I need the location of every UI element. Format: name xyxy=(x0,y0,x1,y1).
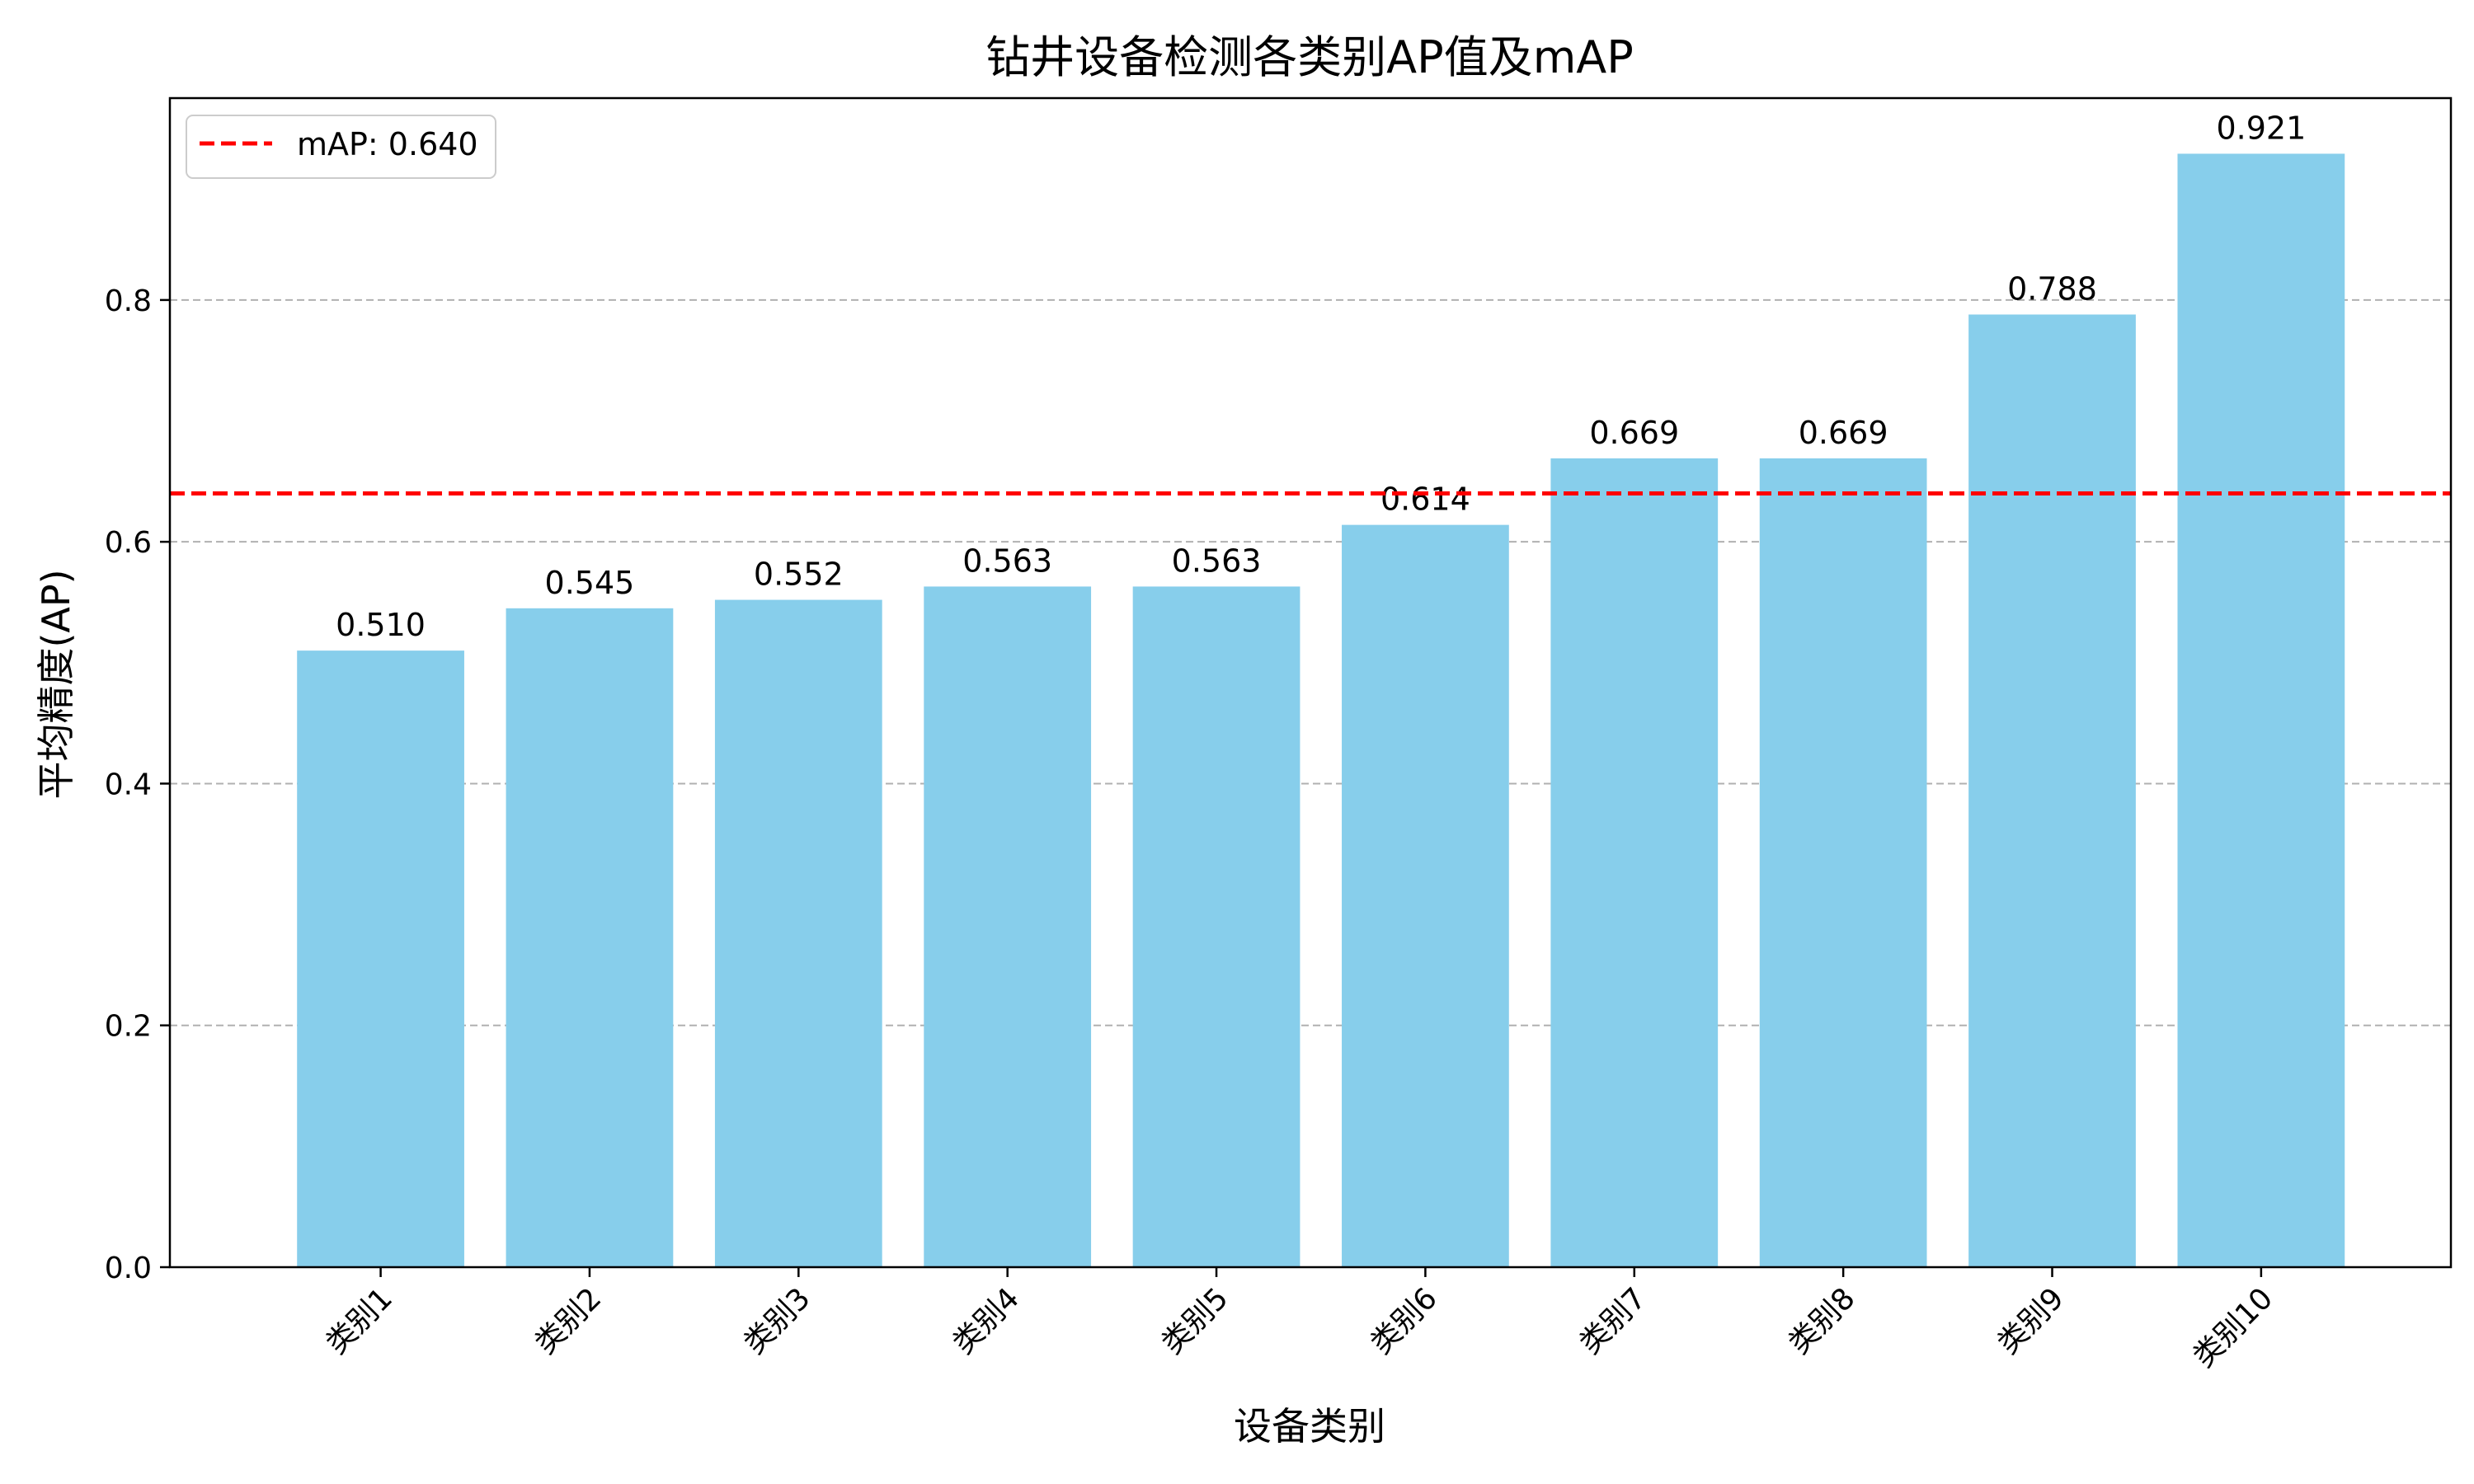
bar xyxy=(714,599,882,1267)
legend: mAP: 0.640 xyxy=(186,115,496,179)
data-label: 0.921 xyxy=(2216,110,2306,146)
data-label: 0.669 xyxy=(1799,415,1888,451)
y-axis: 0.0 0.2 0.4 0.6 0.8 xyxy=(105,284,170,1285)
bar xyxy=(506,608,674,1267)
x-tick-label: 类别1 xyxy=(320,1281,399,1360)
bar xyxy=(2177,153,2345,1267)
data-label: 0.510 xyxy=(336,607,426,643)
bar xyxy=(924,586,1092,1267)
x-tick-label: 类别2 xyxy=(529,1281,608,1360)
y-tick-label: 0.8 xyxy=(105,284,152,318)
x-axis: 类别1 类别2 类别3 类别4 类别5 类别6 类别7 类别8 类别9 类别10 xyxy=(320,1267,2279,1374)
data-label: 0.563 xyxy=(962,542,1052,579)
data-label: 0.788 xyxy=(2007,270,2097,307)
y-tick-label: 0.6 xyxy=(105,526,152,560)
bar xyxy=(1342,524,1509,1267)
bars xyxy=(297,153,2345,1267)
x-tick-label: 类别7 xyxy=(1573,1281,1653,1360)
x-tick-label: 类别8 xyxy=(1782,1281,1861,1360)
x-tick-label: 类别4 xyxy=(947,1281,1026,1360)
data-label: 0.545 xyxy=(545,565,635,601)
data-label: 0.669 xyxy=(1589,415,1679,451)
x-tick-label: 类别6 xyxy=(1365,1281,1444,1360)
bar xyxy=(1132,586,1300,1267)
bar xyxy=(1759,458,1927,1267)
x-axis-title: 设备类别 xyxy=(1234,1404,1385,1449)
x-tick-label: 类别10 xyxy=(2187,1281,2279,1374)
x-tick-label: 类别3 xyxy=(738,1281,817,1360)
x-tick-label: 类别5 xyxy=(1155,1281,1235,1360)
x-tick-label: 类别9 xyxy=(1992,1281,2071,1360)
y-tick-label: 0.2 xyxy=(105,1010,152,1044)
data-label: 0.552 xyxy=(754,556,844,593)
chart-title: 钻井设备检测各类别AP值及mAP xyxy=(985,31,1634,83)
y-axis-title: 平均精度(AP) xyxy=(34,569,78,799)
bar xyxy=(1968,314,2136,1267)
y-tick-label: 0.0 xyxy=(105,1252,152,1285)
y-tick-label: 0.4 xyxy=(105,768,152,801)
bar xyxy=(1550,458,1719,1267)
plot-frame xyxy=(168,96,2453,1269)
bar xyxy=(297,650,464,1267)
data-label: 0.614 xyxy=(1380,481,1470,518)
legend-label-mAP: mAP: 0.640 xyxy=(297,126,478,162)
data-label: 0.563 xyxy=(1172,542,1262,579)
data-labels: 0.510 0.545 0.552 0.563 0.563 0.614 0.669 0.669… xyxy=(336,110,2306,643)
legend-box xyxy=(186,115,496,179)
